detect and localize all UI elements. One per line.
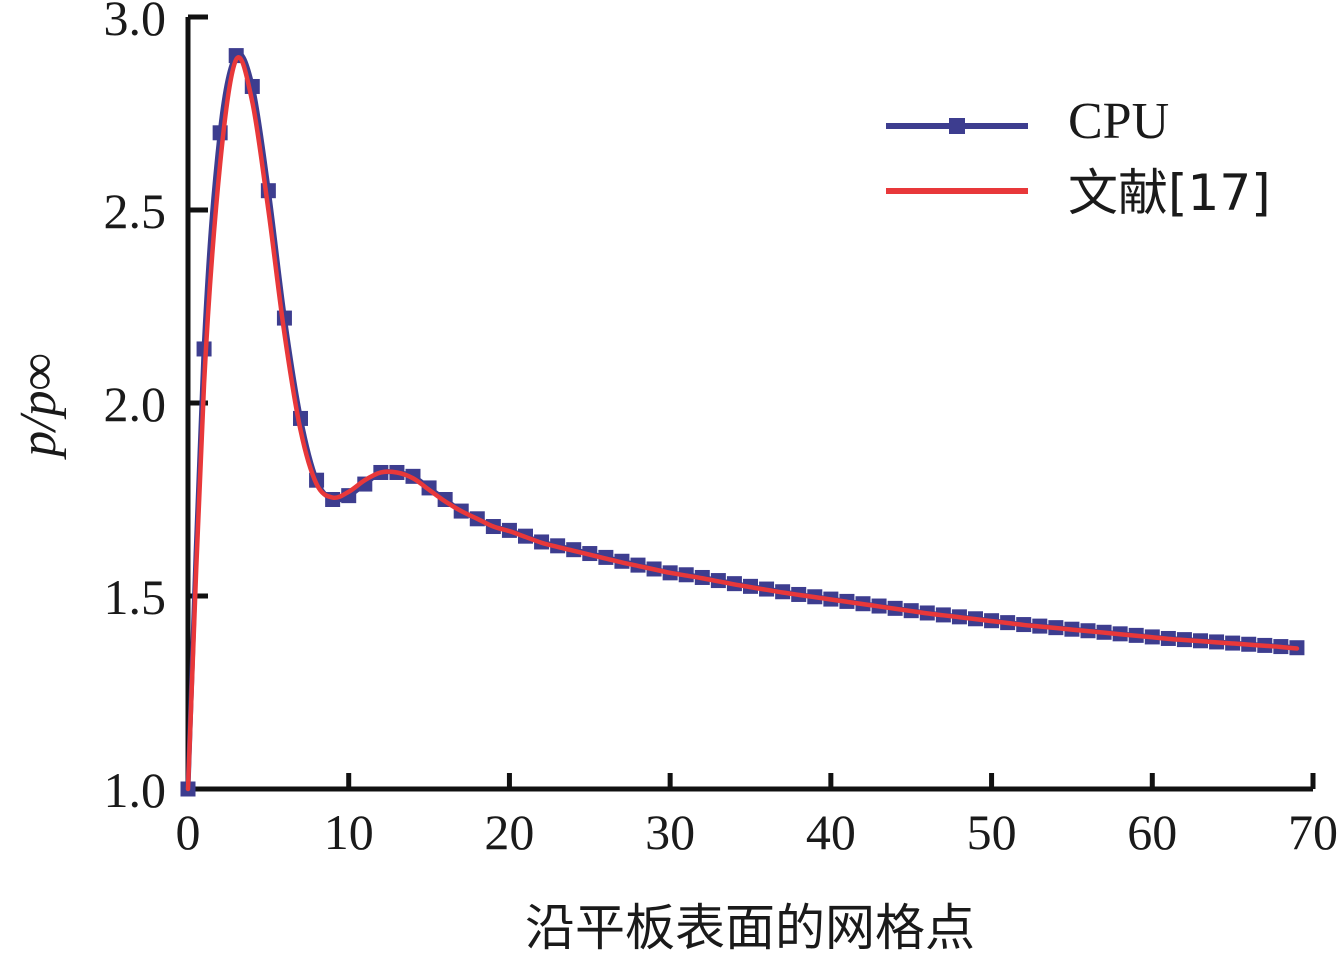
y-tick-label: 2.5: [104, 183, 167, 239]
series-reference: [185, 55, 1300, 792]
x-ticks: 0 10 20 30 40 50 60 70: [176, 773, 1338, 860]
x-tick-label: 0: [176, 804, 201, 860]
legend-item-cpu: CPU: [886, 93, 1169, 150]
x-axis-title: 沿平板表面的网格点: [525, 899, 975, 953]
series-layer: [180, 48, 1305, 797]
y-tick-label: 1.0: [104, 762, 167, 818]
y-ticks: 1.0 1.5 2.0 2.5 3.0: [104, 0, 208, 818]
x-tick-label: 20: [484, 804, 534, 860]
series-line: [185, 55, 1300, 792]
series-cpu: [180, 48, 1305, 797]
legend-item-reference: 文献[17]: [886, 164, 1271, 222]
legend-label-cpu: CPU: [1068, 93, 1169, 150]
x-tick-label: 30: [645, 804, 695, 860]
x-tick-label: 70: [1288, 804, 1338, 860]
x-tick-label: 40: [806, 804, 856, 860]
x-tick-label: 10: [324, 804, 374, 860]
x-tick-label: 50: [967, 804, 1017, 860]
legend-label-reference: 文献[17]: [1068, 164, 1271, 222]
y-tick-label: 2.0: [104, 376, 167, 432]
legend-marker-cpu: [949, 118, 965, 134]
x-tick-label: 60: [1127, 804, 1177, 860]
y-tick-label: 3.0: [104, 0, 167, 46]
legend: CPU 文献[17]: [886, 93, 1271, 222]
y-tick-label: 1.5: [104, 569, 167, 625]
y-axis-title: p/p∞: [10, 353, 67, 461]
